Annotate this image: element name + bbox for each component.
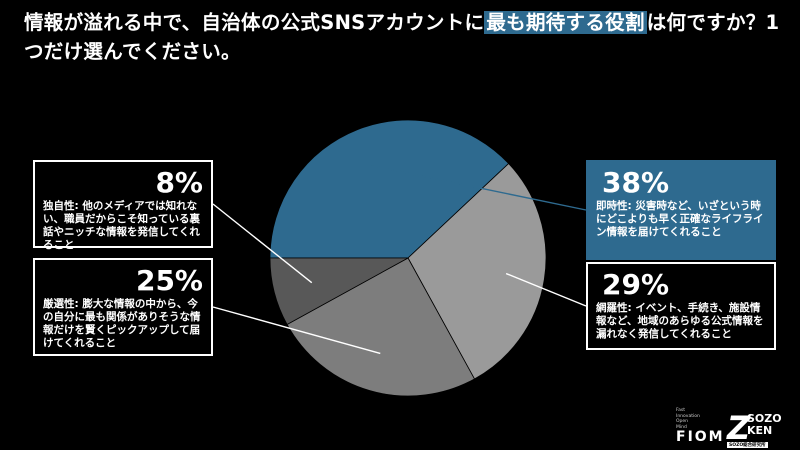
leader-line-originality [212,203,313,284]
callout-value: 8% [155,166,203,199]
fiom-tagline-2: Innovation [676,413,700,419]
fiom-tagline-3: Open [676,419,689,424]
leader-line-immediacy [371,164,587,211]
ken-text: KEN [747,424,773,437]
leader-line-selectivity [212,306,381,355]
callout-description: 即時性: 災害時など、いざという時にどこよりも早く正確なライフライン情報を届けて… [596,200,764,238]
callout-value: 29% [602,268,670,301]
title-text-2: は何ですか？1つだけ選んでください。 [24,11,780,63]
callout-originality: 8% 独自性: 他のメディアでは知れない、職員だからこそ知っている裏話やニッチな… [33,160,213,251]
callout-description: 厳選性: 膨大な情報の中から、今の自分に最も関係がありそうな情報だけを賢くピック… [43,298,201,349]
callout-value: 38% [602,166,670,199]
pie-slice-selectivity [286,257,476,397]
leader-line-comprehensiveness [505,272,587,307]
callout-description: 独自性: 他のメディアでは知れない、職員だからこそ知っている裏話やニッチな情報を… [43,200,200,251]
callout-selectivity: 25% 厳選性: 膨大な情報の中から、今の自分に最も関係がありそうな情報だけを賢… [33,258,213,356]
pie-slice-immediacy [269,119,510,259]
fiom-logo: Fast Innovation Open Mind FIOM [676,408,725,445]
callout-description: 網羅性: イベント、手続き、施設情報など、地域のあらゆる公式情報を漏れなく発信し… [596,302,764,340]
title-highlight: 最も期待する役割 [484,11,647,34]
sozo-z-mark: Z [727,409,751,447]
fiom-wordmark: FIOM [676,429,725,445]
sozo-text: SOZO [747,412,782,425]
callout-immediacy: 38% 即時性: 災害時など、いざという時にどこよりも早く正確なライフライン情報… [586,160,776,260]
pie-slice-originality [269,257,409,326]
callout-value: 25% [135,264,203,297]
fiom-tagline-1: Fast [676,408,686,413]
title-text: 情報が溢れる中で、自治体の公式SNSアカウントに [24,11,485,34]
fiom-tagline-4: Mind [676,424,687,430]
callout-comprehensiveness: 29% 網羅性: イベント、手続き、施設情報など、地域のあらゆる公式情報を漏れな… [586,262,776,350]
chart-title: 情報が溢れる中で、自治体の公式SNSアカウントに 最も期待する役割 は何ですか？1つ… [24,8,784,66]
pie-slice-comprehensiveness [407,162,547,380]
sozo-subtitle: SOZO総合研究所 [727,442,768,448]
